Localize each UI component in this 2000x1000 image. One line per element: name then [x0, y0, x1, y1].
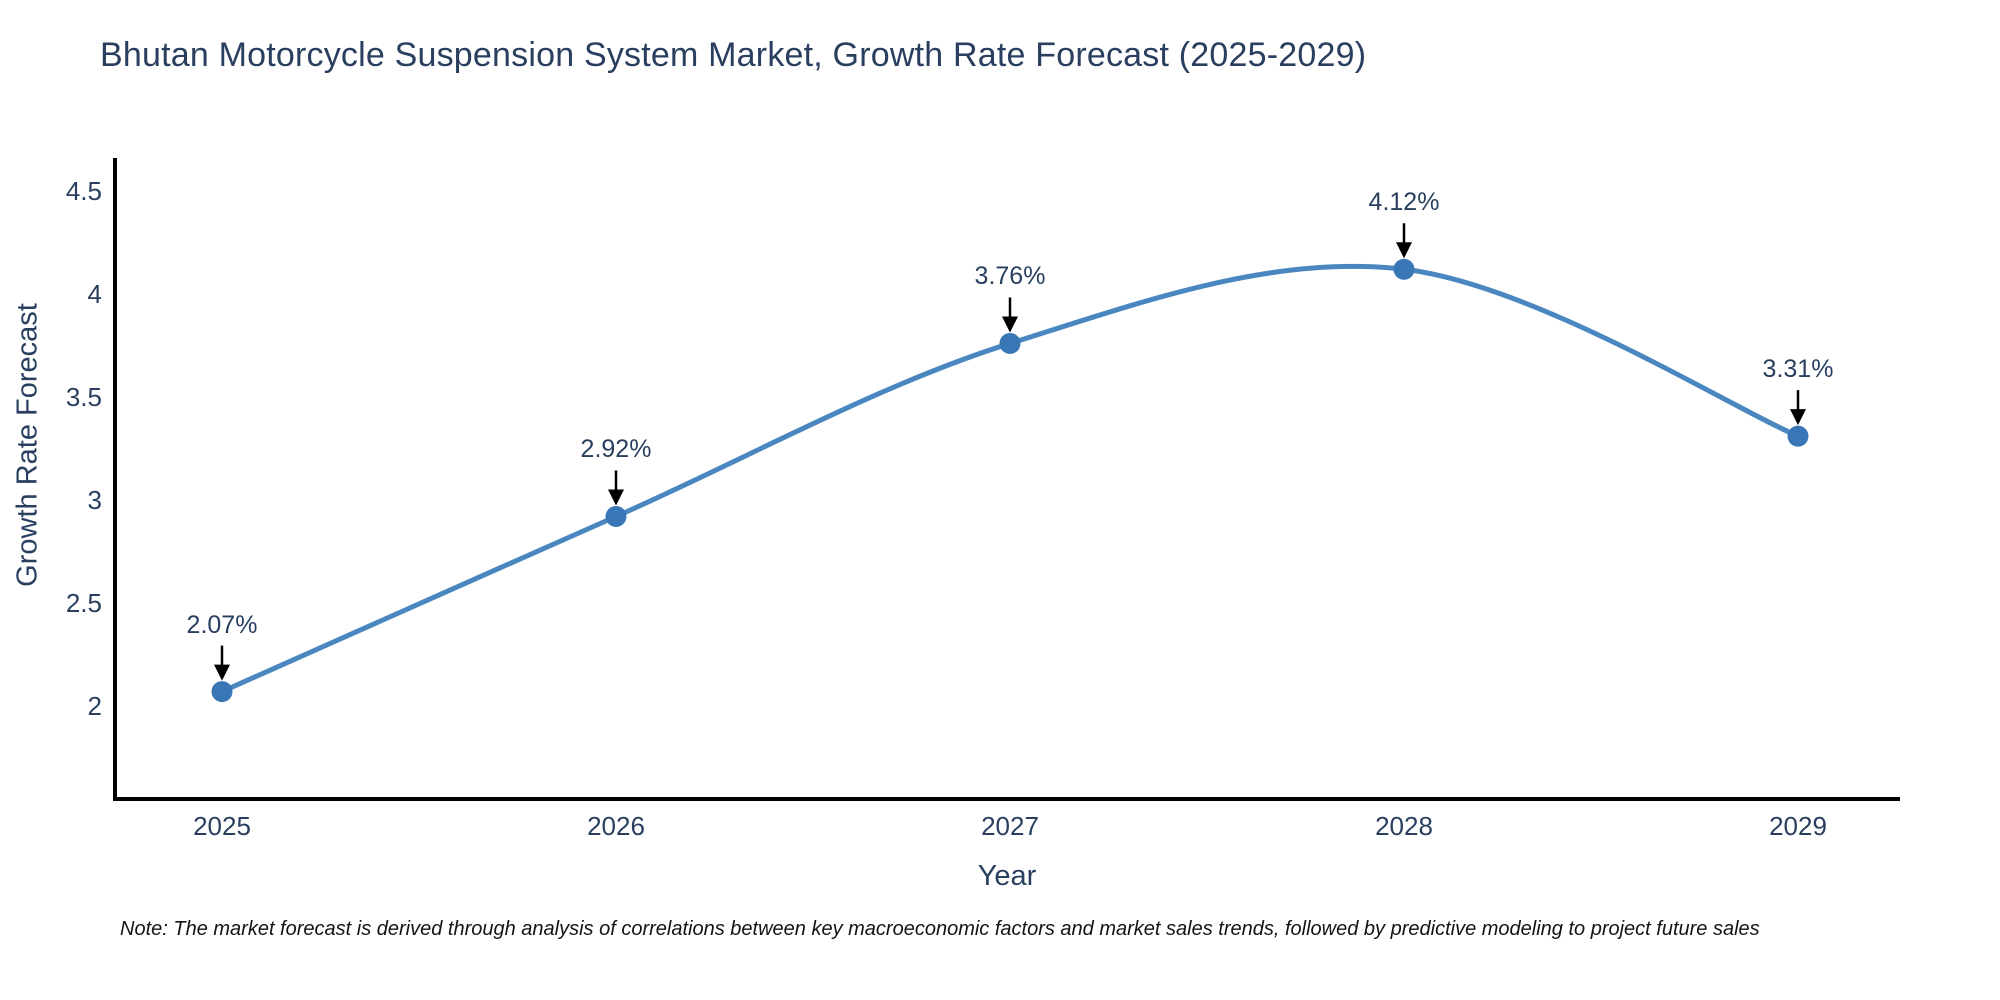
- y-tick-label: 3.5: [65, 382, 102, 412]
- annotation-arrow-head: [1396, 242, 1412, 259]
- data-point-label: 3.76%: [974, 262, 1046, 291]
- y-tick-label: 3: [87, 485, 102, 515]
- x-tick-label: 2025: [193, 811, 251, 841]
- annotation-arrow-head: [1002, 316, 1018, 333]
- data-point-label: 4.12%: [1368, 188, 1440, 217]
- data-point-marker: [1787, 425, 1809, 447]
- data-point-label: 3.31%: [1762, 355, 1834, 384]
- x-tick-label: 2028: [1375, 811, 1433, 841]
- y-tick-label: 2: [87, 691, 102, 721]
- data-point-marker: [1393, 258, 1415, 280]
- annotation-arrow-head: [1790, 409, 1806, 426]
- x-axis-title: Year: [977, 860, 1037, 892]
- data-point-marker: [999, 332, 1021, 354]
- y-axis-title: Growth Rate Forecast: [11, 303, 44, 587]
- footnote: Note: The market forecast is derived thr…: [120, 918, 1760, 940]
- y-tick-label: 4.5: [65, 176, 102, 206]
- data-point-marker: [211, 681, 233, 703]
- data-point-marker: [605, 505, 627, 527]
- data-point-label: 2.92%: [580, 435, 652, 464]
- y-tick-label: 2.5: [65, 588, 102, 618]
- data-point-label: 2.07%: [186, 610, 258, 639]
- x-tick-label: 2029: [1769, 811, 1827, 841]
- x-tick-label: 2026: [587, 811, 645, 841]
- y-tick-label: 4: [87, 279, 102, 309]
- annotation-arrow-head: [214, 664, 230, 681]
- chart-title: Bhutan Motorcycle Suspension System Mark…: [100, 36, 1367, 74]
- annotation-arrow-head: [608, 489, 624, 506]
- x-tick-label: 2027: [981, 811, 1039, 841]
